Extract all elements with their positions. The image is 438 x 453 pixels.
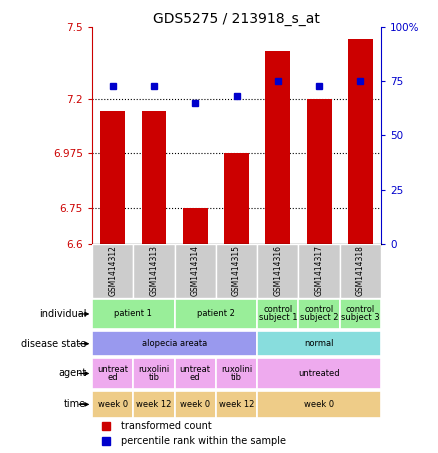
Text: untreated: untreated [298, 369, 340, 378]
Text: GSM1414318: GSM1414318 [356, 245, 365, 296]
Text: week 12: week 12 [219, 400, 254, 409]
Bar [92, 390, 133, 418]
Text: transformed count: transformed count [121, 421, 212, 431]
Text: control
subject 3: control subject 3 [341, 305, 380, 323]
Bar [100, 111, 125, 244]
Bar [340, 299, 381, 329]
Bar [175, 244, 216, 298]
Title: GDS5275 / 213918_s_at: GDS5275 / 213918_s_at [153, 12, 320, 26]
Text: control
subject 2: control subject 2 [300, 305, 339, 323]
Bar [175, 390, 216, 418]
Text: untreat
ed: untreat ed [180, 365, 211, 382]
Text: GSM1414312: GSM1414312 [108, 245, 117, 296]
Bar [92, 244, 133, 298]
Bar [92, 299, 175, 329]
Bar [183, 207, 208, 244]
Bar [298, 244, 340, 298]
Text: time: time [64, 400, 86, 410]
Bar [257, 299, 298, 329]
Text: ruxolini
tib: ruxolini tib [138, 365, 170, 382]
Bar [257, 390, 381, 418]
Bar [133, 358, 175, 389]
Text: patient 1: patient 1 [114, 309, 152, 318]
Text: GSM1414314: GSM1414314 [191, 245, 200, 296]
Text: GSM1414315: GSM1414315 [232, 245, 241, 296]
Bar [307, 99, 332, 244]
Text: individual: individual [39, 309, 86, 319]
Bar [298, 299, 340, 329]
Bar [265, 51, 290, 244]
Bar [340, 244, 381, 298]
Bar [224, 154, 249, 244]
Text: week 0: week 0 [98, 400, 128, 409]
Bar [216, 358, 257, 389]
Text: control
subject 1: control subject 1 [258, 305, 297, 323]
Bar [216, 244, 257, 298]
Bar [216, 390, 257, 418]
Text: untreat
ed: untreat ed [97, 365, 128, 382]
Bar [141, 111, 166, 244]
Text: week 12: week 12 [136, 400, 172, 409]
Text: GSM1414316: GSM1414316 [273, 245, 283, 296]
Text: ruxolini
tib: ruxolini tib [221, 365, 252, 382]
Text: week 0: week 0 [304, 400, 334, 409]
Text: normal: normal [304, 339, 334, 348]
Text: GSM1414313: GSM1414313 [149, 245, 159, 296]
Text: GSM1414317: GSM1414317 [314, 245, 324, 296]
Bar [257, 331, 381, 357]
Bar [92, 358, 133, 389]
Bar [175, 358, 216, 389]
Text: alopecia areata: alopecia areata [142, 339, 207, 348]
Bar [348, 39, 373, 244]
Text: disease state: disease state [21, 339, 86, 349]
Bar [175, 299, 257, 329]
Bar [133, 244, 175, 298]
Bar [257, 244, 298, 298]
Bar [257, 358, 381, 389]
Text: agent: agent [58, 368, 86, 379]
Bar [92, 331, 257, 357]
Text: week 0: week 0 [180, 400, 210, 409]
Bar [133, 390, 175, 418]
Text: patient 2: patient 2 [197, 309, 235, 318]
Text: percentile rank within the sample: percentile rank within the sample [121, 436, 286, 446]
